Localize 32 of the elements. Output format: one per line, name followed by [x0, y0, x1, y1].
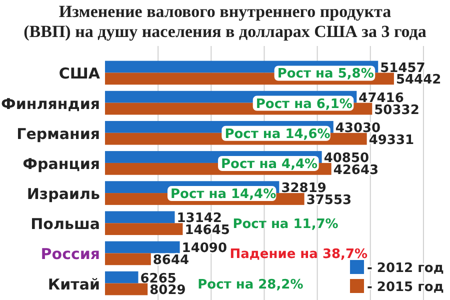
y-tick-label: Китай [48, 275, 100, 294]
bar [105, 211, 175, 224]
chart-title: Изменение валового внутреннего продукта (ВВП) на душу населения в долларах США за 3 года [24, 2, 427, 41]
y-tick-label: Германия [16, 124, 100, 143]
bar [105, 283, 148, 296]
y-tick-label: США [58, 64, 100, 83]
annotation: Рост на 28,2% [198, 277, 304, 292]
bar [105, 271, 138, 284]
data-label: 14645 [184, 223, 230, 238]
annotation: Рост на 14,4% [170, 187, 276, 202]
data-label: 54442 [396, 72, 442, 88]
data-label: 37553 [306, 192, 352, 208]
data-label: 8644 [152, 253, 190, 268]
bar [105, 253, 151, 266]
bar [105, 241, 180, 254]
y-tick-label: Польша [30, 215, 100, 234]
annotation: Рост на 11,7% [232, 217, 338, 232]
y-tick-label: Франция [22, 154, 100, 173]
annotation: Рост на 5,8% [277, 66, 374, 82]
legend-label: - 2015 год [367, 280, 444, 295]
annotation: Рост на 6,1% [256, 96, 352, 112]
data-label: 50332 [374, 102, 420, 118]
data-label: 8029 [150, 283, 186, 298]
annotation: Падение на 38,7% [230, 247, 368, 262]
legend-label: - 2012 год [367, 261, 444, 276]
y-tick-label: Финляндия [1, 94, 100, 113]
annotation: Рост на 14,6% [224, 126, 330, 142]
data-label: 42643 [333, 162, 379, 178]
y-tick-label: Израиль [26, 185, 100, 204]
y-tick-label: Россия [40, 245, 100, 264]
bar [105, 223, 183, 236]
annotation: Рост на 4,4% [221, 156, 318, 172]
